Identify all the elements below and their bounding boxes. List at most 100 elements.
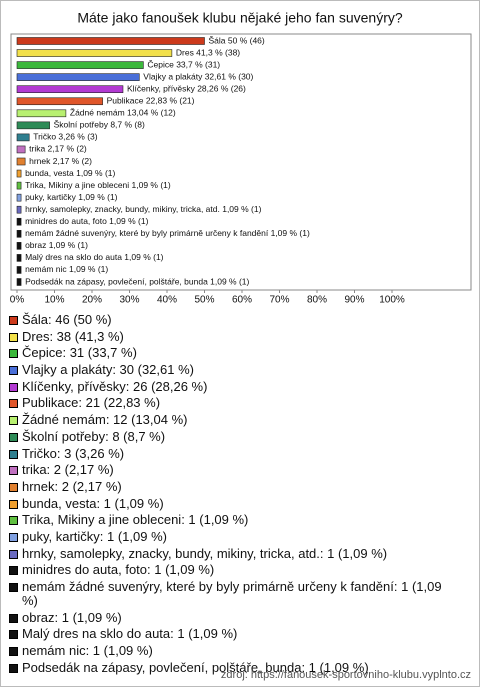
legend-item: nemám nic: 1 (1,09 %) bbox=[9, 644, 461, 658]
legend-swatch bbox=[9, 449, 18, 459]
legend-item: trika: 2 (2,17 %) bbox=[9, 463, 461, 477]
bar-label: Malý dres na sklo do auta 1,09 % (1) bbox=[25, 252, 164, 262]
x-tick-label: 10% bbox=[44, 295, 64, 306]
legend-item: Šála: 46 (50 %) bbox=[9, 313, 461, 327]
x-tick-label: 80% bbox=[307, 295, 327, 306]
x-tick-label: 50% bbox=[194, 295, 214, 306]
legend-label: obraz: 1 (1,09 %) bbox=[22, 609, 122, 625]
legend-swatch bbox=[9, 499, 18, 509]
legend-swatch bbox=[9, 549, 18, 559]
bar bbox=[16, 73, 140, 81]
bar bbox=[16, 181, 22, 190]
bar-label: Podsedák na zápasy, povlečení, polštáře,… bbox=[25, 276, 249, 286]
bar-label: puky, kartičky 1,09 % (1) bbox=[25, 192, 118, 202]
legend-swatch bbox=[9, 482, 18, 492]
bar bbox=[16, 278, 22, 286]
legend-label: Šála: 46 (50 %) bbox=[22, 312, 112, 327]
legend-item: Školní potřeby: 8 (8,7 %) bbox=[9, 428, 461, 444]
bar bbox=[16, 133, 30, 142]
legend-swatch bbox=[9, 663, 18, 673]
plot-frame bbox=[10, 33, 472, 291]
legend-item: Malý dres na sklo do auta: 1 (1,09 %) bbox=[9, 627, 461, 641]
legend-label: Tričko: 3 (3,26 %) bbox=[22, 445, 125, 461]
legend-swatch bbox=[9, 432, 18, 442]
bar-label: Čepice 33,7 % (31) bbox=[147, 59, 220, 69]
x-tick-label: 20% bbox=[82, 295, 102, 306]
bar bbox=[16, 49, 173, 57]
legend-label: hrnky, samolepky, znacky, bundy, mikiny,… bbox=[22, 545, 388, 561]
chart-title: Máte jako fanoušek klubu nějaké jeho fan… bbox=[77, 10, 403, 26]
bar-label: Dres 41,3 % (38) bbox=[176, 47, 240, 57]
bar bbox=[16, 254, 22, 262]
legend-swatch bbox=[9, 382, 18, 392]
bar-label: Tričko 3,26 % (3) bbox=[33, 132, 98, 142]
legend-label: Trika, Mikiny a jine obleceni: 1 (1,09 %… bbox=[22, 512, 249, 528]
legend-label: Školní potřeby: 8 (8,7 %) bbox=[22, 428, 166, 444]
bar bbox=[16, 37, 205, 45]
legend-swatch bbox=[9, 583, 18, 592]
bar-label: Vlajky a plakáty 32,61 % (30) bbox=[143, 71, 253, 81]
x-tick-label: 90% bbox=[344, 295, 364, 306]
legend-swatch bbox=[9, 630, 18, 640]
legend-item: hrnky, samolepky, znacky, bundy, mikiny,… bbox=[9, 545, 461, 561]
x-tick-label: 40% bbox=[157, 295, 177, 306]
x-tick-label: 30% bbox=[119, 295, 139, 306]
legend-label: Publikace: 21 (22,83 %) bbox=[22, 395, 161, 411]
bar bbox=[16, 205, 22, 214]
bar bbox=[16, 121, 50, 130]
legend-item: bunda, vesta: 1 (1,09 %) bbox=[9, 496, 461, 511]
bar bbox=[16, 193, 22, 202]
bar-label: trika 2,17 % (2) bbox=[29, 144, 87, 154]
source: zdroj: https://fanousek-sportovniho-klub… bbox=[220, 669, 471, 681]
legend-swatch bbox=[9, 316, 18, 325]
bar-label: Školní potřeby 8,7 % (8) bbox=[54, 120, 145, 130]
legend-swatch bbox=[9, 566, 18, 576]
bar-label: obraz 1,09 % (1) bbox=[25, 240, 88, 250]
legend-label: Podsedák na zápasy, povlečení, polštáře,… bbox=[22, 659, 369, 675]
legend-label: hrnek: 2 (2,17 %) bbox=[22, 478, 122, 494]
legend-swatch bbox=[9, 613, 18, 623]
legend-item: Klíčenky, přívěsky: 26 (28,26 %) bbox=[9, 379, 461, 394]
bar-label: Trika, Mikiny a jine obleceni 1,09 % (1) bbox=[25, 180, 171, 190]
legend-swatch bbox=[9, 366, 18, 376]
legend-swatch bbox=[9, 332, 18, 342]
bar bbox=[16, 109, 67, 118]
bar bbox=[16, 242, 22, 250]
legend-item: Podsedák na zápasy, povlečení, polštáře,… bbox=[9, 659, 461, 675]
legend-item: minidres do auta, foto: 1 (1,09 %) bbox=[9, 563, 461, 577]
legend-label: trika: 2 (2,17 %) bbox=[22, 462, 114, 478]
bar bbox=[16, 85, 124, 93]
x-tick-label: 0% bbox=[10, 295, 25, 306]
x-tick-label: 100% bbox=[379, 295, 405, 306]
bar bbox=[16, 97, 103, 106]
legend-item: Vlajky a plakáty: 30 (32,61 %) bbox=[9, 363, 461, 377]
bar bbox=[16, 230, 22, 238]
legend-label: Žádné nemám: 12 (13,04 %) bbox=[22, 412, 188, 428]
legend-swatch bbox=[9, 532, 18, 542]
bar-label: Klíčenky, přívěsky 28,26 % (26) bbox=[127, 83, 246, 93]
legend-swatch bbox=[9, 647, 18, 657]
legend-label: nemám nic: 1 (1,09 %) bbox=[22, 643, 153, 659]
legend-swatch bbox=[9, 349, 18, 359]
bar bbox=[16, 157, 26, 166]
legend-item: Trika, Mikiny a jine obleceni: 1 (1,09 %… bbox=[9, 513, 461, 527]
bar-label: minidres do auta, foto 1,09 % (1) bbox=[25, 216, 148, 226]
bar bbox=[16, 61, 144, 69]
bar-label: hrnek 2,17 % (2) bbox=[29, 156, 92, 166]
legend-label: puky, kartičky: 1 (1,09 %) bbox=[22, 528, 167, 544]
legend-label: Čepice: 31 (33,7 %) bbox=[22, 345, 137, 361]
bar bbox=[16, 145, 26, 154]
legend-label: Dres: 38 (41,3 %) bbox=[22, 328, 124, 344]
legend-item: Dres: 38 (41,3 %) bbox=[9, 328, 461, 344]
bar bbox=[16, 169, 22, 178]
legend-swatch bbox=[9, 516, 18, 526]
bar-label: hrnky, samolepky, znacky, bundy, mikiny,… bbox=[25, 204, 262, 214]
x-tick-label: 60% bbox=[232, 295, 252, 306]
x-tick-label: 70% bbox=[269, 295, 289, 306]
legend-label: Malý dres na sklo do auta: 1 (1,09 %) bbox=[22, 626, 238, 642]
chart: Máte jako fanoušek klubu nějaké jeho fan… bbox=[10, 10, 472, 306]
bar bbox=[16, 266, 22, 274]
legend-item: Čepice: 31 (33,7 %) bbox=[9, 346, 461, 360]
legend-item: hrnek: 2 (2,17 %) bbox=[9, 478, 461, 494]
